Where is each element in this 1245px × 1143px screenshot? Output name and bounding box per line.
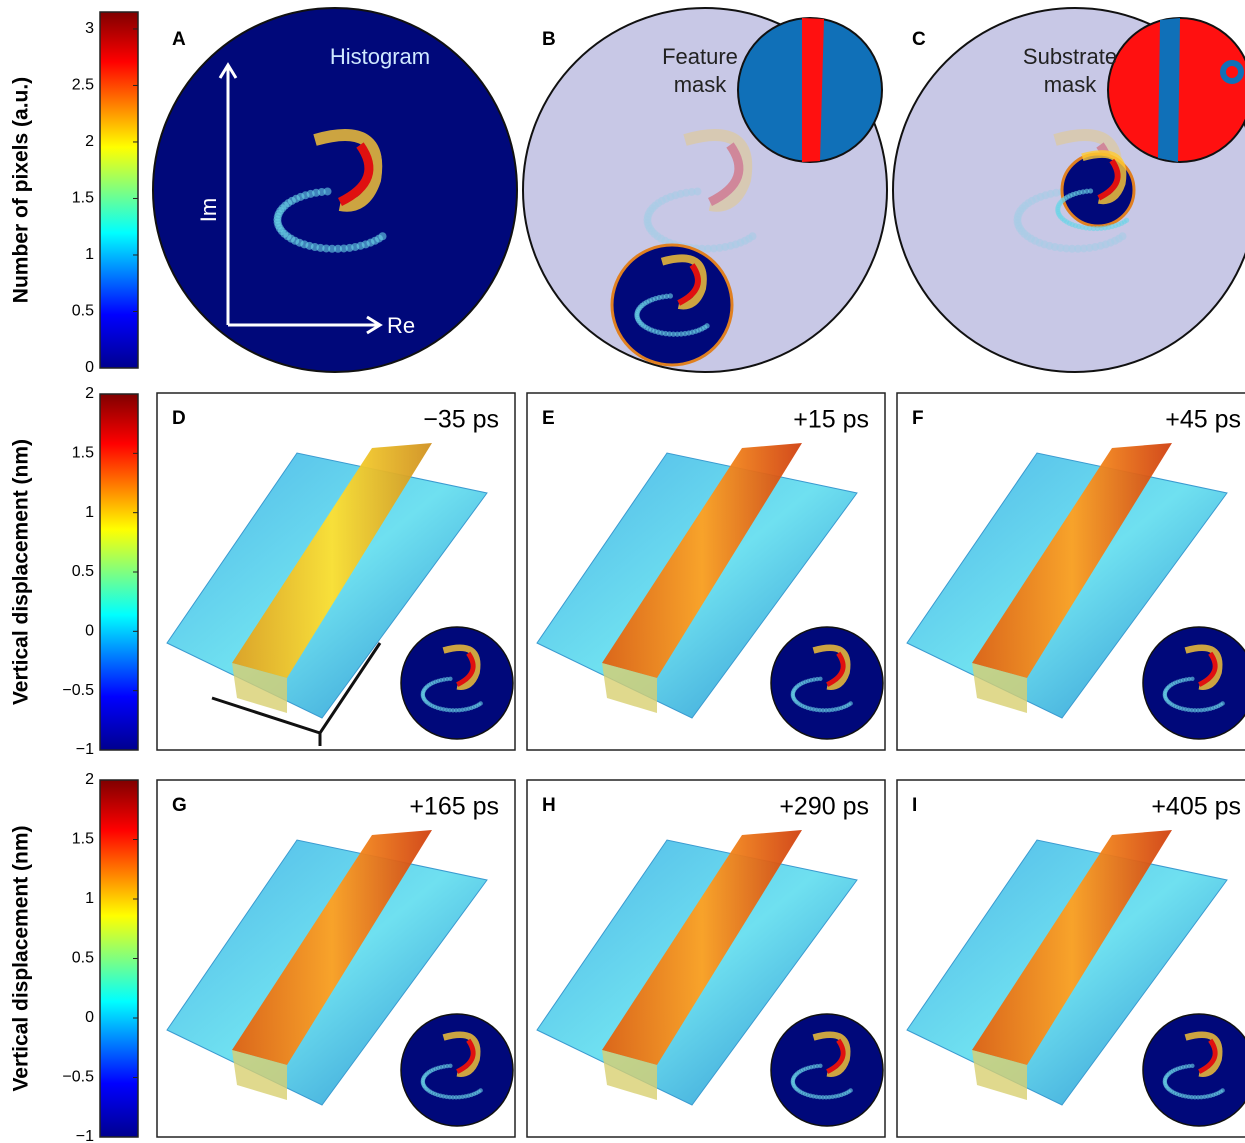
time-label: +290 ps	[779, 793, 869, 821]
time-label: +15 ps	[793, 406, 869, 434]
panel-letter: A	[172, 29, 186, 50]
figure: 0 0.5 1 1.5 2 2.5 3 Number of pixels (a.u.) −1 −0…	[0, 0, 1245, 1143]
panel-title: mask	[1044, 72, 1098, 97]
tick-label: 3	[85, 20, 94, 37]
panel-letter: D	[172, 408, 186, 429]
panel-letter: C	[912, 29, 926, 50]
time-label: −35 ps	[423, 406, 499, 434]
hist-dot	[818, 1064, 822, 1068]
colorbar	[100, 394, 138, 750]
tick-label: 1.5	[72, 831, 94, 848]
tick-label: −0.5	[62, 682, 94, 699]
tick-label: 1.5	[72, 190, 94, 207]
tick-label: 1	[85, 890, 94, 907]
hist-dot	[448, 677, 452, 681]
tick-label: −1	[76, 1128, 94, 1143]
panel-letter: B	[542, 29, 556, 50]
tick-label: 2	[85, 385, 94, 402]
tick-label: −0.5	[62, 1069, 94, 1086]
time-label: +45 ps	[1165, 406, 1241, 434]
panel-letter: E	[542, 408, 555, 429]
inset-histogram	[1143, 627, 1245, 739]
colorbar-label: Vertical displacement (nm)	[10, 825, 33, 1091]
panel-title: mask	[674, 72, 728, 97]
axis-label: Re	[387, 313, 415, 338]
tick-label: 2	[85, 771, 94, 788]
hist-dot	[1190, 677, 1194, 681]
tick-label: 2.5	[72, 77, 94, 94]
panel-title: Feature	[662, 44, 738, 69]
inset-histogram	[1143, 1014, 1245, 1126]
panel-title: Histogram	[330, 44, 430, 69]
colorbar	[100, 780, 138, 1137]
tick-label: 0.5	[72, 950, 94, 967]
time-label: +165 ps	[409, 793, 499, 821]
tick-label: 1.5	[72, 445, 94, 462]
axis-label: Im	[196, 198, 221, 222]
hist-dot	[818, 677, 822, 681]
tick-label: 0	[85, 359, 94, 376]
panel-letter: H	[542, 795, 556, 816]
time-label: +405 ps	[1151, 793, 1241, 821]
colorbar-label: Number of pixels (a.u.)	[10, 77, 33, 303]
hist-dot	[1190, 1064, 1194, 1068]
tick-label: 0.5	[72, 563, 94, 580]
panel-letter: G	[172, 795, 187, 816]
tick-label: 0	[85, 623, 94, 640]
tick-label: 0	[85, 1009, 94, 1026]
colorbar	[100, 12, 138, 368]
hist-dot	[448, 1064, 452, 1068]
hist-dot	[1088, 188, 1093, 193]
panel-letter: I	[912, 795, 917, 816]
tick-label: −1	[76, 741, 94, 758]
hist-dot	[324, 187, 332, 195]
tick-label: 1	[85, 504, 94, 521]
tick-label: 2	[85, 133, 94, 150]
mask-stripe	[1158, 18, 1180, 162]
colorbar-label: Vertical displacement (nm)	[10, 439, 33, 705]
content: 0 0.5 1 1.5 2 2.5 3 Number of pixels (a.u.) −1 −0…	[10, 8, 1245, 1143]
tick-label: 1	[85, 246, 94, 263]
tick-label: 0.5	[72, 303, 94, 320]
panel-letter: F	[912, 408, 924, 429]
hist-dot	[668, 293, 673, 298]
hist-dot	[694, 187, 702, 195]
panel-title: Substrate	[1023, 44, 1117, 69]
